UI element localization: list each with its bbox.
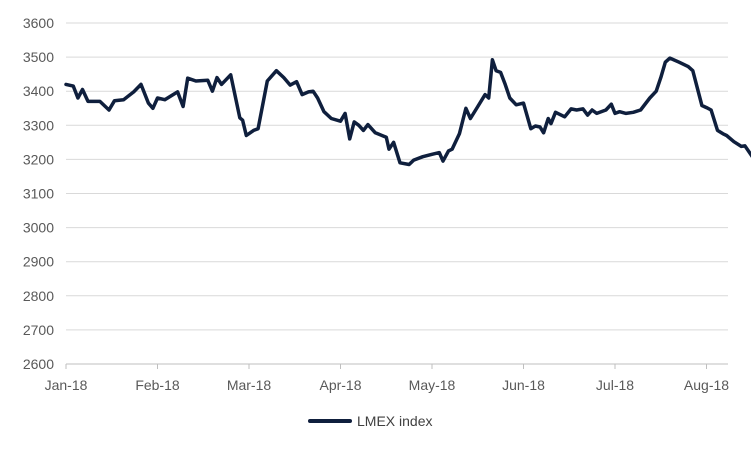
y-tick-label-2600: 2600: [23, 356, 54, 372]
x-tick-label-feb-18: Feb-18: [135, 377, 180, 393]
y-tick-label-3500: 3500: [23, 49, 54, 65]
y-tick-label-3300: 3300: [23, 117, 54, 133]
y-tick-label-3200: 3200: [23, 151, 54, 167]
y-tick-label-2800: 2800: [23, 288, 54, 304]
x-tick-label-jun-18: Jun-18: [502, 377, 545, 393]
x-tick-label-mar-18: Mar-18: [227, 377, 272, 393]
y-tick-label-2900: 2900: [23, 254, 54, 270]
x-tick-label-may-18: May-18: [409, 377, 456, 393]
y-axis-tick-labels: 2600 2700 2800 2900 3000 3100 3200 3300 3400 3500…: [23, 15, 54, 372]
legend: LMEX index: [308, 413, 432, 429]
series-group: [64, 56, 751, 167]
x-axis-tick-labels: Jan-18 Feb-18 Mar-18 Apr-18 May-18 Jun-18 Jul-…: [45, 377, 730, 393]
x-axis: [65, 363, 728, 369]
gridlines: [66, 22, 728, 331]
y-tick-label-3000: 3000: [23, 220, 54, 236]
y-tick-label-3400: 3400: [23, 83, 54, 99]
series-line-lmex-index: [64, 56, 751, 167]
x-tick-label-aug-18: Aug-18: [684, 377, 729, 393]
y-tick-label-3100: 3100: [23, 186, 54, 202]
y-tick-label-3600: 3600: [23, 15, 54, 31]
x-tick-label-jan-18: Jan-18: [45, 377, 88, 393]
x-tick-label-apr-18: Apr-18: [319, 377, 361, 393]
x-tick-label-jul-18: Jul-18: [596, 377, 634, 393]
legend-label-lmex-index: LMEX index: [357, 413, 432, 429]
y-tick-label-2700: 2700: [23, 322, 54, 338]
